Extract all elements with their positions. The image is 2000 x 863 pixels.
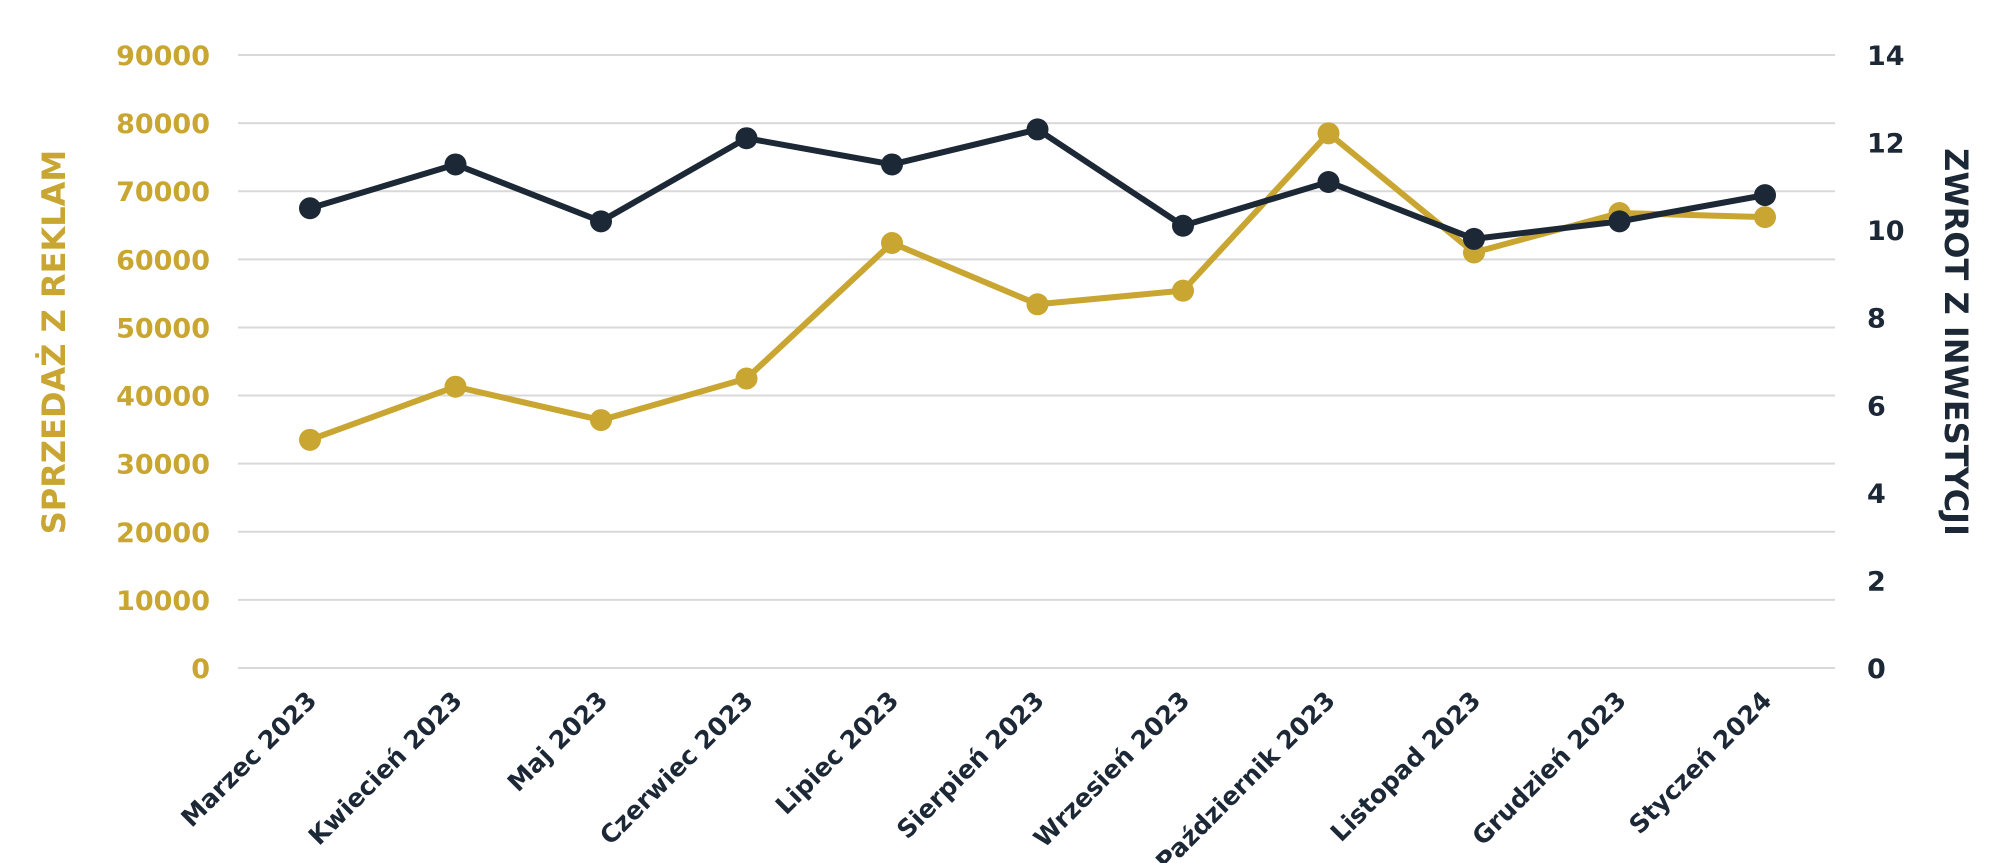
left-tick-label: 80000 [116,109,210,140]
sales-data-point[interactable] [1026,293,1049,316]
roi-data-point[interactable] [1317,170,1340,193]
left-tick-label: 40000 [116,382,210,413]
left-tick-label: 0 [191,654,210,685]
left-tick-label: 70000 [116,177,210,208]
x-tick-label: Styczeń 2024 [1623,686,1777,840]
roi-data-point[interactable] [881,153,903,176]
right-axis-title: ZWROT Z INWESTYCJI [1937,148,1975,536]
right-tick-label: 12 [1867,129,1905,160]
roi-data-point[interactable] [444,153,467,176]
roi-data-point[interactable] [1172,214,1194,237]
right-tick-label: 8 [1867,304,1886,335]
sales-data-point[interactable] [1172,279,1194,302]
sales-data-point[interactable] [1754,206,1776,229]
roi-data-point[interactable] [299,197,321,220]
left-axis-title: SPRZEDAŻ Z REKLAM [35,150,73,535]
sales-data-point[interactable] [590,409,612,432]
x-tick-label: Czerwiec 2023 [594,686,759,851]
right-tick-label: 0 [1867,654,1886,685]
roi-data-point[interactable] [590,210,612,233]
sales-series-line [307,130,1768,443]
roi-data-point[interactable] [735,127,758,150]
right-tick-label: 2 [1867,566,1886,597]
sales-data-point[interactable] [444,375,467,398]
left-tick-label: 10000 [116,586,210,617]
left-tick-label: 90000 [116,41,210,72]
x-tick-label: Maj 2023 [502,686,613,797]
x-tick-label: Kwiecień 2023 [303,686,468,851]
right-axis-ticks: 0 2 4 6 8 10 12 14 [1867,41,1905,685]
x-tick-label: Sierpień 2023 [891,686,1050,845]
x-tick-label: Lipiec 2023 [770,686,904,820]
x-tick-label: Wrzesień 2023 [1028,686,1195,853]
series [299,118,1776,451]
roi-data-point[interactable] [1463,227,1485,250]
roi-series-line [307,126,1768,242]
left-tick-label: 20000 [116,518,210,549]
left-tick-label: 60000 [116,245,210,276]
left-axis-ticks: 0 10000 20000 30000 40000 50000 60000 70000 8000… [116,41,210,685]
right-tick-label: 4 [1867,479,1886,510]
right-tick-label: 14 [1867,41,1905,72]
sales-data-point[interactable] [735,367,758,390]
x-tick-label: Marzec 2023 [175,686,322,833]
gridlines [238,54,1835,669]
left-tick-label: 30000 [116,450,210,481]
right-tick-label: 10 [1867,216,1905,247]
sales-data-point[interactable] [1317,122,1340,145]
sales-data-point[interactable] [881,231,903,254]
left-tick-label: 50000 [116,313,210,344]
sales-data-point[interactable] [299,428,321,451]
right-tick-label: 6 [1867,391,1886,422]
roi-data-point[interactable] [1026,118,1049,141]
roi-data-point[interactable] [1608,210,1631,233]
x-tick-label: Listopad 2023 [1325,686,1487,848]
x-tick-label: Grudzień 2023 [1466,686,1631,851]
roi-data-point[interactable] [1754,184,1776,207]
